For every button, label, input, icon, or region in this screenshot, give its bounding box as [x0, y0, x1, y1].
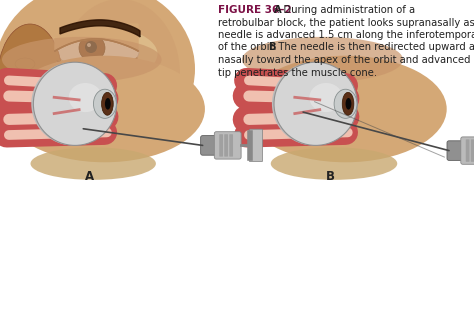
Circle shape	[79, 35, 105, 61]
Ellipse shape	[20, 44, 100, 144]
FancyBboxPatch shape	[447, 141, 465, 160]
Text: nasally toward the apex of the orbit and advanced until its: nasally toward the apex of the orbit and…	[218, 55, 474, 65]
FancyBboxPatch shape	[229, 134, 233, 156]
FancyBboxPatch shape	[214, 132, 241, 159]
Ellipse shape	[15, 58, 35, 70]
Circle shape	[85, 41, 97, 53]
Ellipse shape	[0, 24, 63, 134]
Text: A: A	[273, 5, 281, 15]
FancyBboxPatch shape	[47, 97, 54, 121]
Text: needle is advanced 1.5 cm along the inferotemporal wall: needle is advanced 1.5 cm along the infe…	[218, 30, 474, 40]
FancyBboxPatch shape	[39, 97, 46, 121]
FancyBboxPatch shape	[471, 139, 474, 162]
Ellipse shape	[69, 83, 102, 112]
Ellipse shape	[57, 35, 139, 69]
FancyBboxPatch shape	[466, 139, 470, 162]
Ellipse shape	[244, 56, 447, 162]
FancyBboxPatch shape	[79, 102, 93, 116]
Ellipse shape	[342, 92, 354, 115]
Text: : During administration of a: : During administration of a	[277, 5, 416, 15]
Ellipse shape	[310, 83, 343, 112]
FancyBboxPatch shape	[32, 94, 83, 124]
Polygon shape	[57, 58, 137, 84]
Ellipse shape	[334, 89, 357, 118]
Text: B: B	[326, 169, 335, 182]
Text: B: B	[268, 42, 275, 52]
Ellipse shape	[346, 98, 351, 110]
Ellipse shape	[60, 0, 180, 149]
Ellipse shape	[4, 56, 205, 162]
FancyBboxPatch shape	[219, 134, 223, 156]
Ellipse shape	[0, 0, 195, 156]
Polygon shape	[55, 24, 138, 51]
Ellipse shape	[2, 37, 162, 82]
Text: retrobulbar block, the patient looks supranasally as a: retrobulbar block, the patient looks sup…	[218, 17, 474, 28]
Ellipse shape	[30, 147, 156, 180]
Text: tip penetrates the muscle cone.: tip penetrates the muscle cone.	[218, 67, 377, 77]
FancyBboxPatch shape	[201, 136, 219, 155]
Text: FIGURE 36–2: FIGURE 36–2	[218, 5, 299, 15]
FancyBboxPatch shape	[249, 129, 263, 162]
Text: A: A	[85, 169, 94, 182]
Ellipse shape	[16, 70, 34, 82]
Circle shape	[87, 43, 91, 47]
Text: : The needle is then redirected upward and: : The needle is then redirected upward a…	[272, 42, 474, 52]
Polygon shape	[60, 20, 140, 37]
Ellipse shape	[242, 37, 403, 82]
FancyBboxPatch shape	[461, 137, 474, 164]
Ellipse shape	[271, 147, 397, 180]
FancyBboxPatch shape	[224, 134, 228, 156]
Ellipse shape	[105, 98, 111, 110]
Circle shape	[33, 62, 117, 145]
Circle shape	[274, 62, 357, 145]
Ellipse shape	[17, 81, 33, 93]
Text: of the orbit.: of the orbit.	[218, 42, 280, 52]
Ellipse shape	[93, 89, 116, 118]
FancyBboxPatch shape	[55, 97, 62, 121]
Circle shape	[31, 62, 115, 145]
Circle shape	[272, 62, 355, 145]
FancyBboxPatch shape	[63, 97, 70, 121]
Ellipse shape	[43, 27, 157, 82]
Ellipse shape	[101, 92, 113, 115]
